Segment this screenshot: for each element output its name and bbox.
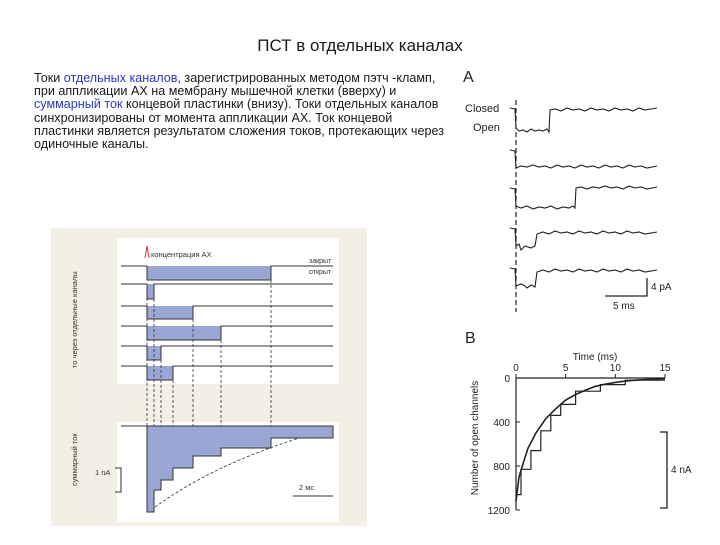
chart-axes: 0 5 10 15 0 400 800 1200: [488, 363, 671, 517]
concentration-label: концентрация АХ: [151, 250, 212, 259]
scale-bar-current: [115, 467, 122, 493]
channel-trace-6: [121, 365, 333, 381]
closed-label: закрыт: [309, 258, 332, 265]
recording-trace-5: [509, 267, 658, 289]
recording-trace-4: [509, 227, 658, 252]
chart-scale-label: 4 nA: [671, 465, 692, 476]
highlight-single-channels: отдельных каналов: [63, 71, 178, 85]
recording-trace-2: [509, 149, 658, 169]
open-label-a: Open: [473, 122, 500, 134]
single-channel-recordings: [509, 107, 658, 289]
channel-trace-4: [121, 325, 333, 341]
series-line-1: [515, 377, 666, 502]
recording-trace-3: [509, 185, 658, 210]
text-part-2: , зарегистрированных методом пэтч -кламп…: [34, 71, 436, 99]
body-text: Токи отдельных каналов, зарегистрированн…: [34, 71, 454, 152]
scale-bar-a: [605, 278, 648, 297]
y-tick-label: 0: [504, 374, 510, 385]
side-label-top: то через отдельные каналы: [70, 271, 79, 368]
channel-trace-3: [121, 305, 333, 320]
chart-xlabel: Time (ms): [573, 352, 618, 363]
highlight-total-current: суммарный ток: [34, 97, 123, 112]
text-part-1: Токи: [34, 71, 64, 85]
x-tick-label: 10: [610, 363, 622, 374]
scale-time-a: 5 ms: [613, 301, 635, 312]
panel-a-label: A: [463, 69, 474, 86]
right-figure: A Closed Open 4 pA 5 ms B Time (ms) Numb…: [455, 60, 720, 540]
panel-b-label: B: [465, 330, 476, 347]
chart-ylabel: Number of open channels: [470, 381, 481, 496]
y-tick-label: 1200: [488, 506, 511, 517]
scale-current-label: 1 nA: [95, 468, 110, 477]
x-tick-label: 5: [563, 363, 569, 374]
series-line-2: [516, 379, 665, 496]
side-label-bottom: суммарный ток: [70, 433, 79, 486]
chart-series: [515, 377, 666, 502]
x-tick-label: 0: [513, 363, 519, 374]
summed-current: [121, 425, 334, 513]
ach-pulse: [144, 245, 150, 259]
slide-title: ПСТ в отдельных каналах: [257, 36, 463, 55]
y-tick-label: 800: [493, 462, 510, 473]
y-tick-label: 400: [493, 418, 510, 429]
left-figure: то через отдельные каналы суммарный ток …: [51, 228, 367, 526]
recording-trace-1: [509, 107, 658, 134]
channel-traces: [121, 265, 333, 381]
channel-trace-1: [121, 265, 333, 281]
x-tick-label: 15: [659, 363, 671, 374]
open-label: открыт: [309, 269, 332, 276]
channel-trace-2: [121, 283, 333, 300]
scale-time-label: 2 мс: [299, 483, 314, 492]
closed-label-a: Closed: [465, 103, 499, 115]
scale-bar-b: [660, 431, 668, 509]
open-channels-chart: Time (ms) Number of open channels 0 5 10 15…: [470, 352, 692, 517]
text-part-3: концевой пластинки (внизу). Токи отдельн…: [34, 97, 444, 152]
scale-current-a: 4 pA: [651, 282, 672, 293]
